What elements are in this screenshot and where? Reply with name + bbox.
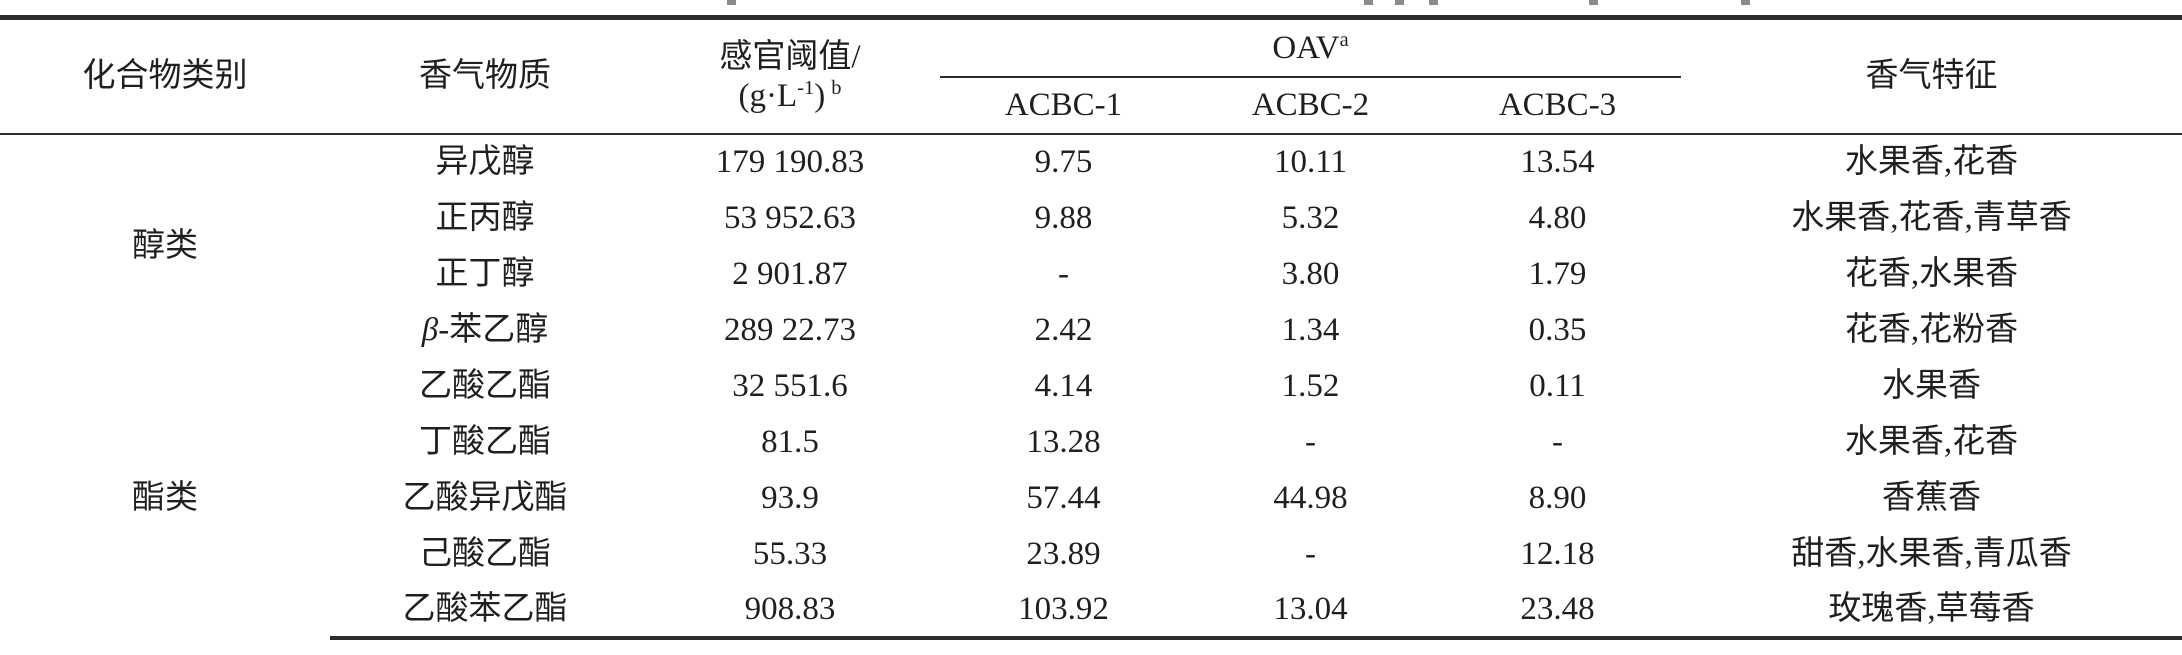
- cell-oav-acbc3: 1.79: [1528, 255, 1587, 292]
- cell-oav-acbc2: 10.11: [1273, 144, 1348, 181]
- cropped-text-artifact: [1741, 0, 1750, 5]
- cell-threshold: 53 952.63: [724, 199, 856, 236]
- unit-exponent: -1: [797, 76, 815, 99]
- cropped-text-artifact: [1395, 0, 1404, 5]
- cell-threshold: 81.5: [761, 423, 819, 460]
- oav-label: OAV: [1272, 29, 1340, 66]
- table-row: 乙酸苯乙酯 908.83 103.92 13.04 23.48 玫瑰香,草莓香: [0, 582, 2182, 640]
- threshold-footnote-mark: b: [831, 76, 842, 99]
- cell-oav-acbc3: 0.35: [1528, 311, 1587, 348]
- cell-oav-acbc1: 9.75: [1034, 144, 1093, 181]
- cell-threshold: 93.9: [761, 479, 819, 516]
- cell-oav-acbc2: -: [1305, 423, 1316, 460]
- cropped-text-artifact: [727, 0, 736, 5]
- cell-oav-acbc1: 2.42: [1034, 311, 1093, 348]
- table-row: 正丁醇 2 901.87 - 3.80 1.79 花香,水果香: [0, 246, 2182, 302]
- cell-oav-acbc2: 13.04: [1187, 582, 1434, 640]
- cell-oav-acbc2: -: [1305, 535, 1316, 572]
- table-body: 醇类 异戊醇 179 190.83 9.75 10.11 13.54 水果香,花…: [0, 134, 2182, 640]
- cell-threshold: 55.33: [752, 535, 828, 572]
- cell-oav-acbc3: 12.18: [1520, 535, 1595, 572]
- cell-compound: 异戊醇: [435, 144, 535, 181]
- cell-threshold: 2 901.87: [732, 255, 848, 292]
- cell-compound: 正丁醇: [435, 255, 535, 292]
- threshold-label: 感官阈值/: [719, 38, 861, 75]
- cell-oav-acbc3: 0.11: [1529, 367, 1586, 404]
- cell-compound: 己酸乙酯: [419, 535, 551, 572]
- cell-oav-acbc2: 5.32: [1281, 199, 1340, 236]
- cell-compound: β-苯乙醇: [421, 311, 549, 348]
- greek-beta-prefix: β: [421, 311, 439, 348]
- cell-feature: 水果香: [1882, 367, 1981, 404]
- cell-threshold: 289 22.73: [724, 311, 856, 348]
- table-row: 丁酸乙酯 81.5 13.28 - - 水果香,花香: [0, 414, 2182, 470]
- cell-oav-acbc1: 9.88: [1034, 199, 1093, 236]
- header-sample-acbc-2: ACBC-2: [1187, 77, 1434, 135]
- cell-feature: 水果香,花香: [1844, 144, 2019, 181]
- cell-compound: 乙酸异戊酯: [402, 479, 568, 516]
- cell-oav-acbc1: 13.28: [1026, 423, 1101, 460]
- cell-feature: 玫瑰香,草莓香: [1681, 582, 2182, 640]
- cell-oav-acbc3: 23.48: [1434, 582, 1682, 640]
- cell-category-esters: 酯类: [132, 479, 198, 516]
- cell-oav-acbc1: -: [1058, 255, 1069, 292]
- cell-feature: 水果香,花香: [1844, 423, 2019, 460]
- table-row: 正丙醇 53 952.63 9.88 5.32 4.80 水果香,花香,青草香: [0, 190, 2182, 246]
- oav-footnote-mark: a: [1339, 28, 1349, 51]
- header-aroma-feature: 香气特征: [1681, 17, 2182, 135]
- header-sample-acbc-1: ACBC-1: [940, 77, 1187, 135]
- header-sensory-threshold: 感官阈值/ (g·L-1) b: [640, 17, 940, 135]
- table-row: β-苯乙醇 289 22.73 2.42 1.34 0.35 花香,花粉香: [0, 302, 2182, 358]
- cell-feature: 花香,花粉香: [1844, 311, 2019, 348]
- cell-feature: 水果香,花香,青草香: [1791, 199, 2072, 236]
- cropped-text-artifact: [1429, 0, 1438, 5]
- cell-oav-acbc3: 4.80: [1528, 199, 1587, 236]
- table-row: 酯类 乙酸乙酯 32 551.6 4.14 1.52 0.11 水果香: [0, 358, 2182, 516]
- aroma-oav-table: 化合物类别 香气物质 感官阈值/ (g·L-1) b OAVa 香气特征 ACBC…: [0, 15, 2182, 640]
- header-compound-category: 化合物类别: [0, 17, 330, 135]
- cell-category-alcohols: 醇类: [132, 228, 198, 265]
- cell-threshold: 908.83: [640, 582, 940, 640]
- cell-oav-acbc3: -: [1552, 423, 1563, 460]
- cell-feature: 花香,水果香: [1844, 255, 2019, 292]
- cell-feature: 香蕉香: [1882, 479, 1981, 516]
- cell-oav-acbc1: 103.92: [940, 582, 1187, 640]
- cell-oav-acbc1: 57.44: [1026, 479, 1101, 516]
- cell-oav-acbc2: 3.80: [1281, 255, 1340, 292]
- cell-oav-acbc2: 1.34: [1281, 311, 1340, 348]
- cell-oav-acbc2: 44.98: [1273, 479, 1348, 516]
- cell-oav-acbc1: 4.14: [1034, 367, 1093, 404]
- cell-compound: 乙酸苯乙酯: [330, 582, 640, 640]
- cropped-text-artifact: [1589, 0, 1598, 5]
- cell-oav-acbc1: 23.89: [1026, 535, 1101, 572]
- cell-threshold: 32 551.6: [732, 367, 848, 404]
- cell-compound: 乙酸乙酯: [419, 367, 551, 404]
- cell-compound: 正丙醇: [435, 199, 535, 236]
- cell-threshold: 179 190.83: [715, 144, 865, 181]
- cell-compound: 丁酸乙酯: [419, 423, 551, 460]
- header-sample-acbc-3: ACBC-3: [1434, 77, 1682, 135]
- cell-feature: 甜香,水果香,青瓜香: [1791, 535, 2072, 572]
- table-row: 己酸乙酯 55.33 23.89 - 12.18 甜香,水果香,青瓜香: [0, 526, 2182, 582]
- cell-oav-acbc3: 13.54: [1520, 144, 1595, 181]
- table-row: 醇类 异戊醇 179 190.83 9.75 10.11 13.54 水果香,花…: [0, 134, 2182, 264]
- table-header: 化合物类别 香气物质 感官阈值/ (g·L-1) b OAVa 香气特征 ACBC…: [0, 17, 2182, 135]
- threshold-unit: (g·L-1) b: [738, 76, 842, 114]
- cell-oav-acbc2: 1.52: [1281, 367, 1340, 404]
- header-aroma-substance: 香气物质: [330, 17, 640, 135]
- cropped-text-artifact: [1364, 0, 1373, 5]
- cell-oav-acbc3: 8.90: [1528, 479, 1587, 516]
- table-row: 乙酸异戊酯 93.9 57.44 44.98 8.90 香蕉香: [0, 470, 2182, 526]
- header-oav-group: OAVa: [940, 17, 1682, 78]
